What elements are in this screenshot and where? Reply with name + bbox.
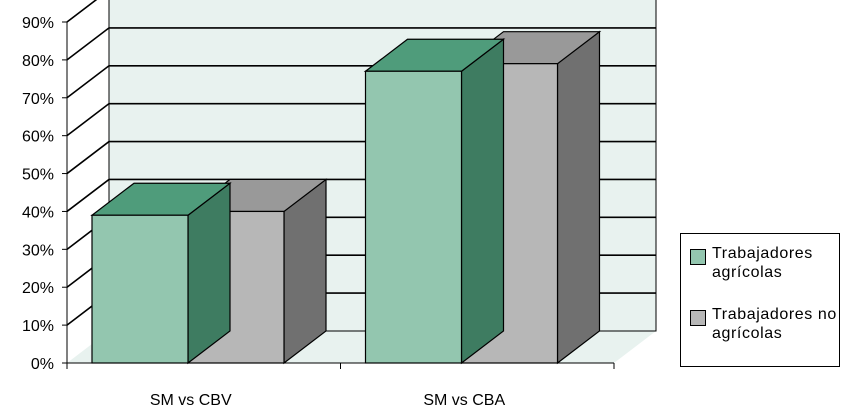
y-tick-label: 90% [22, 15, 54, 32]
legend-swatch-agricolas [690, 249, 706, 265]
bar-front [91, 214, 189, 364]
bar [90, 182, 232, 365]
y-tick-label: 0% [31, 356, 54, 373]
legend-item-agricolas: Trabajadores agrícolas [690, 244, 842, 282]
y-tick-label: 60% [22, 129, 54, 146]
y-tick-label: 30% [22, 242, 54, 259]
bar [363, 38, 506, 365]
bar-front [364, 70, 463, 364]
x-category-label: SM vs CBA [423, 392, 505, 409]
y-tick-label: 40% [22, 204, 54, 221]
x-category-label: SM vs CBV [150, 392, 232, 409]
legend-label-agricolas: Trabajadores agrícolas [712, 245, 813, 281]
y-tick-label: 70% [22, 91, 54, 108]
gridline [66, 27, 656, 61]
y-tick-label: 50% [22, 167, 54, 184]
y-tick-label: 10% [22, 318, 54, 335]
bar-side [460, 38, 505, 365]
legend-label-no-agricolas: Trabajadores no agrícolas [712, 306, 837, 342]
legend-item-no-agricolas: Trabajadores no agrícolas [690, 305, 842, 343]
y-tick-label: 20% [22, 280, 54, 297]
side-wall-top-edge [66, 0, 97, 23]
chart-legend: Trabajadores agrícolas Trabajadores no a… [680, 233, 840, 367]
bar-side [556, 30, 601, 365]
y-tick-label: 80% [22, 53, 54, 70]
legend-swatch-no-agricolas [690, 310, 706, 326]
